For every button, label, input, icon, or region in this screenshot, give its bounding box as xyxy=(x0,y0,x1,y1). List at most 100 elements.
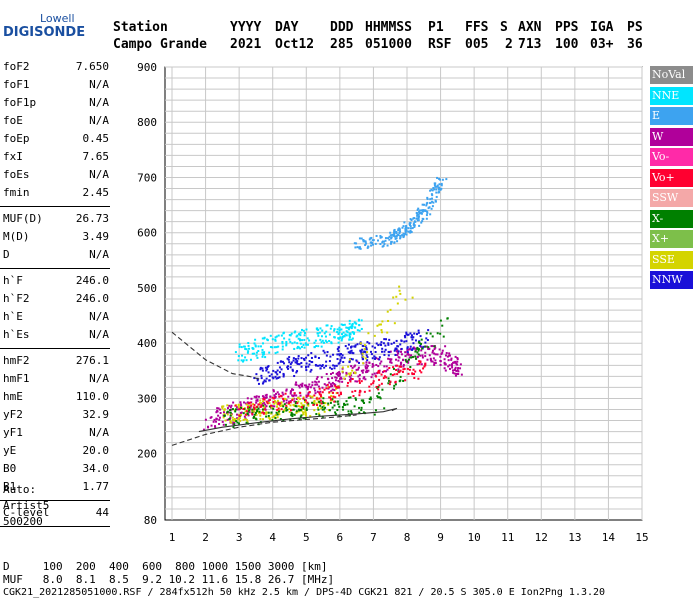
data-point-sse xyxy=(303,404,306,407)
data-point-sse xyxy=(373,334,376,337)
data-point-nnw xyxy=(263,379,266,382)
data-point-nne xyxy=(296,345,299,348)
param-row: M(D) 3.49 xyxy=(3,230,109,247)
param-value: N/A xyxy=(89,426,109,439)
data-point-w xyxy=(232,401,235,404)
data-point-nnw xyxy=(338,361,341,364)
data-point-e xyxy=(412,223,415,226)
data-point-nnw xyxy=(272,377,275,380)
data-point-w xyxy=(326,377,329,380)
data-point-e xyxy=(436,185,439,188)
data-point-x xyxy=(431,335,434,338)
data-point-nne xyxy=(323,332,326,335)
header-value-5: RSF xyxy=(428,37,452,52)
data-point-nne xyxy=(288,338,291,341)
data-point-w xyxy=(348,378,351,381)
data-point-nne xyxy=(340,323,343,326)
data-point-w xyxy=(314,383,317,386)
data-point-sse xyxy=(327,403,330,406)
data-point-x xyxy=(236,421,239,424)
data-point-w xyxy=(433,363,436,366)
data-point-x xyxy=(399,375,402,378)
data-point-e xyxy=(370,244,373,247)
data-point-nne xyxy=(299,334,302,337)
data-point-nnw xyxy=(412,342,415,345)
data-point-x xyxy=(300,414,303,417)
data-point-w xyxy=(231,421,234,424)
data-point-sse xyxy=(313,399,316,402)
data-point-w xyxy=(307,391,310,394)
data-point-nnw xyxy=(309,370,312,373)
param-key: foF2 xyxy=(3,60,30,73)
data-point-vo xyxy=(259,405,262,408)
param-row: h`F 246.0 xyxy=(3,274,109,291)
data-point-nne xyxy=(340,339,343,342)
data-point-nnw xyxy=(406,333,409,336)
data-point-nnw xyxy=(336,353,339,356)
data-point-w xyxy=(246,401,249,404)
data-point-nne xyxy=(299,338,302,341)
data-point-w xyxy=(228,411,231,414)
data-point-sse xyxy=(273,402,276,405)
data-point-nnw xyxy=(261,369,264,372)
data-point-nnw xyxy=(382,342,385,345)
data-point-vo xyxy=(328,391,331,394)
data-point-e xyxy=(397,229,400,232)
data-point-nnw xyxy=(371,345,374,348)
data-point-e xyxy=(403,221,406,224)
data-point-nnw xyxy=(351,358,354,361)
data-point-x xyxy=(373,413,376,416)
data-point-nne xyxy=(261,351,264,354)
data-point-nnw xyxy=(319,367,322,370)
data-point-w xyxy=(338,372,341,375)
data-point-sse xyxy=(262,418,265,421)
data-point-nne xyxy=(268,351,271,354)
data-point-nnw xyxy=(316,364,319,367)
data-point-nne xyxy=(255,351,258,354)
y-tick-label: 600 xyxy=(137,227,157,240)
data-point-w xyxy=(361,371,364,374)
data-point-vo xyxy=(372,382,375,385)
data-point-nne xyxy=(317,334,320,337)
data-point-nne xyxy=(338,331,341,334)
data-point-nne xyxy=(297,346,300,349)
data-point-vo xyxy=(358,381,361,384)
data-point-e xyxy=(437,188,440,191)
data-point-e xyxy=(416,214,419,217)
data-point-x xyxy=(319,404,322,407)
data-point-w xyxy=(216,407,219,410)
data-point-w xyxy=(453,368,456,371)
data-point-sse xyxy=(302,396,305,399)
data-point-w xyxy=(243,401,246,404)
data-point-nne xyxy=(243,345,246,348)
legend-item-x: X- xyxy=(650,209,693,228)
data-point-w xyxy=(219,411,222,414)
data-point-nne xyxy=(298,333,301,336)
data-point-e xyxy=(416,213,419,216)
data-point-nne xyxy=(281,342,284,345)
data-point-e xyxy=(431,200,434,203)
data-point-x xyxy=(414,355,417,358)
data-point-vo xyxy=(306,401,309,404)
data-point-e xyxy=(432,187,435,190)
data-point-x xyxy=(331,406,334,409)
data-point-nne xyxy=(324,339,327,342)
legend-item-nne: NNE xyxy=(650,86,693,105)
data-point-x xyxy=(419,342,422,345)
data-point-vo xyxy=(308,391,311,394)
data-point-x xyxy=(226,411,229,414)
data-point-w xyxy=(282,393,285,396)
data-point-e xyxy=(429,189,432,192)
data-point-x xyxy=(228,418,231,421)
data-point-nne xyxy=(254,345,257,348)
data-point-x xyxy=(291,413,294,416)
data-point-x xyxy=(360,409,363,412)
data-point-w xyxy=(356,380,359,383)
data-point-x xyxy=(392,367,395,370)
data-point-x xyxy=(404,358,407,361)
data-point-sse xyxy=(237,404,240,407)
data-point-e xyxy=(445,178,448,181)
data-point-x xyxy=(399,379,402,382)
data-point-e xyxy=(430,207,433,210)
data-point-nne xyxy=(302,329,305,332)
